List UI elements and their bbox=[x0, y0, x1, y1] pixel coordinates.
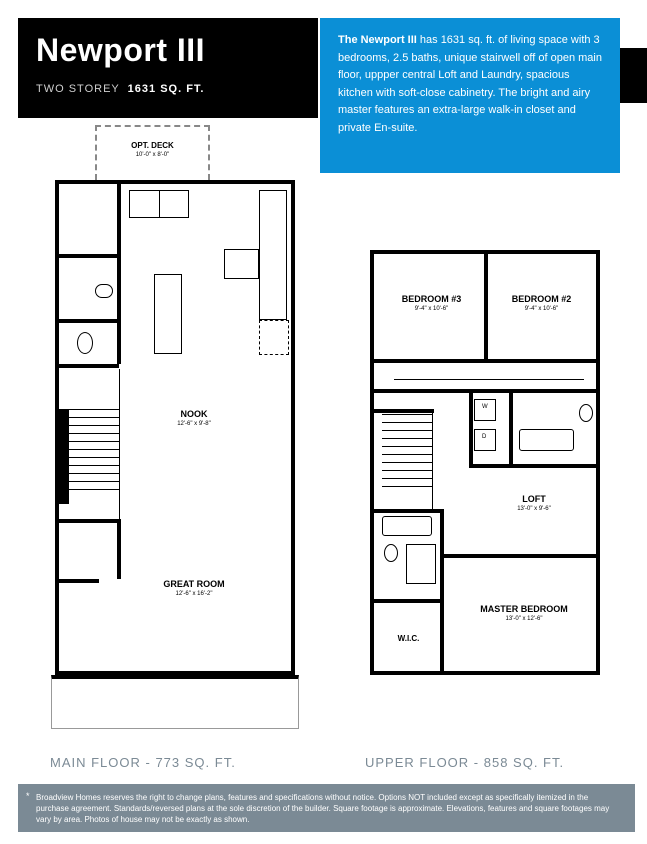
mud-div2 bbox=[59, 319, 117, 323]
description-text: has 1631 sq. ft. of living space with 3 … bbox=[338, 34, 602, 134]
laundry-wall bbox=[469, 389, 473, 464]
dryer bbox=[474, 429, 496, 451]
subtitle-type: TWO STOREY bbox=[36, 83, 120, 95]
wic-right bbox=[440, 599, 444, 674]
stair-wall bbox=[59, 409, 69, 504]
opt-deck: OPT. DECK 10'-0" x 8'-0" bbox=[95, 125, 210, 180]
mud-div3 bbox=[59, 364, 119, 368]
upper-floor-caption: UPPER FLOOR - 858 SQ. FT. bbox=[365, 755, 564, 770]
bath2-wall-l bbox=[509, 389, 513, 464]
nook-label: NOOK 12'-6" x 9'-8" bbox=[154, 409, 234, 427]
disclaimer-text: Broadview Homes reserves the right to ch… bbox=[36, 793, 609, 824]
ensuite-top bbox=[374, 509, 444, 513]
main-floor-caption: MAIN FLOOR - 773 SQ. FT. bbox=[50, 755, 236, 770]
great-room-label: GREAT ROOM 12'-6" x 16'-2" bbox=[139, 579, 249, 597]
upper-floor-plan: BEDROOM #3 9'-4" x 10'-6" BEDROOM #2 9'-… bbox=[370, 250, 600, 675]
ensuite-tub bbox=[382, 516, 432, 536]
closet-shelf bbox=[394, 379, 584, 380]
mud-div1 bbox=[59, 254, 117, 258]
closet-bot bbox=[59, 579, 99, 583]
main-stairs bbox=[69, 409, 119, 497]
w-label: W bbox=[482, 404, 488, 410]
master-top-wall bbox=[440, 554, 600, 558]
range bbox=[224, 249, 259, 279]
fridge bbox=[259, 320, 289, 355]
description-block: The Newport III has 1631 sq. ft. of livi… bbox=[320, 18, 620, 173]
bath2-toilet bbox=[579, 404, 593, 422]
bed2-label: BEDROOM #2 9'-4" x 10'-6" bbox=[499, 294, 584, 312]
deck-dim: 10'-0" x 8'-0" bbox=[97, 152, 208, 158]
ensuite-vanity bbox=[406, 544, 436, 584]
washer bbox=[474, 399, 496, 421]
disclaimer: Broadview Homes reserves the right to ch… bbox=[18, 784, 635, 832]
wic-top bbox=[374, 599, 444, 603]
deck-label: OPT. DECK bbox=[97, 141, 208, 150]
bath2-bottom bbox=[469, 464, 599, 468]
floor-plans: OPT. DECK 10'-0" x 8'-0" bbox=[0, 180, 647, 774]
bed-bottom-wall bbox=[374, 359, 599, 363]
wic-label: W.I.C. bbox=[386, 634, 431, 643]
powder-sink bbox=[95, 284, 113, 298]
stair-rail bbox=[119, 369, 120, 519]
closet-top bbox=[59, 519, 121, 523]
upper-floorplate: BEDROOM #3 9'-4" x 10'-6" BEDROOM #2 9'-… bbox=[370, 250, 600, 675]
upper-stair-top bbox=[374, 409, 434, 413]
closet-side bbox=[117, 519, 121, 579]
upper-stairs bbox=[382, 414, 432, 494]
bed-divider bbox=[484, 254, 488, 359]
mud-wall bbox=[117, 184, 121, 364]
plan-subtitle: TWO STOREY 1631 SQ. FT. bbox=[36, 83, 300, 95]
description-bold: The Newport III bbox=[338, 34, 417, 46]
hall-wall bbox=[374, 389, 599, 393]
master-label: MASTER BEDROOM 13'-0" x 12'-6" bbox=[464, 604, 584, 622]
toilet bbox=[77, 332, 93, 354]
subtitle-sqft: 1631 SQ. FT. bbox=[128, 83, 205, 95]
title-block: Newport III TWO STOREY 1631 SQ. FT. bbox=[18, 18, 318, 118]
plan-title: Newport III bbox=[36, 32, 300, 69]
bed3-label: BEDROOM #3 9'-4" x 10'-6" bbox=[389, 294, 474, 312]
ensuite-toilet bbox=[384, 544, 398, 562]
d-label: D bbox=[482, 434, 486, 440]
sink-divider bbox=[159, 190, 160, 218]
loft-label: LOFT 13'-0" x 9'-6" bbox=[494, 494, 574, 512]
main-floor-plan: OPT. DECK 10'-0" x 8'-0" bbox=[55, 180, 295, 675]
upper-stair-rail bbox=[432, 409, 433, 509]
kitchen-counter-right bbox=[259, 190, 287, 320]
main-porch bbox=[51, 675, 299, 729]
edge-tab bbox=[620, 48, 647, 103]
island bbox=[154, 274, 182, 354]
main-floorplate: NOOK 12'-6" x 9'-8" GREAT ROOM 12'-6" x … bbox=[55, 180, 295, 675]
bath2-tub bbox=[519, 429, 574, 451]
